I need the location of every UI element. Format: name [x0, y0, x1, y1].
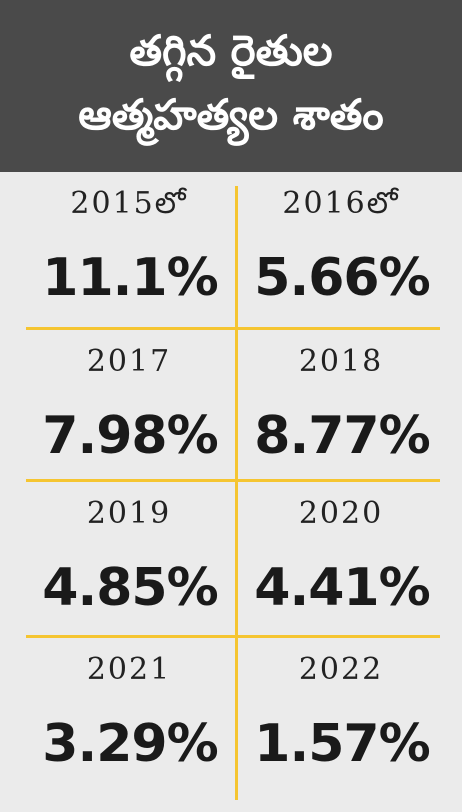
year-label: 2021 — [86, 652, 172, 687]
percentage: 4.85% — [42, 558, 218, 618]
year-label: 2020 — [298, 496, 384, 531]
percentage: 3.29% — [42, 714, 218, 774]
divider — [26, 635, 440, 638]
percentage: 1.57% — [254, 714, 430, 774]
percentage: 5.66% — [254, 248, 430, 308]
year-label: 2016లో — [282, 186, 400, 221]
divider — [235, 186, 238, 800]
percentage: 11.1% — [42, 248, 218, 308]
year-label: 2019 — [86, 496, 172, 531]
percentage: 8.77% — [254, 406, 430, 466]
year-label: 2015లో — [70, 186, 188, 221]
divider — [26, 479, 440, 482]
percentage: 4.41% — [254, 558, 430, 618]
header: తగ్గిన రైతుల ఆత్మహత్యల శాతం — [0, 0, 462, 172]
title-line: ఆత్మహత్యల శాతం — [78, 90, 384, 139]
year-label: 2022 — [298, 652, 384, 687]
divider — [26, 327, 440, 330]
percentage: 7.98% — [42, 406, 218, 466]
year-label: 2018 — [298, 344, 384, 379]
year-label: 2017 — [86, 344, 172, 379]
title-line: తగ్గిన రైతుల — [129, 26, 333, 75]
